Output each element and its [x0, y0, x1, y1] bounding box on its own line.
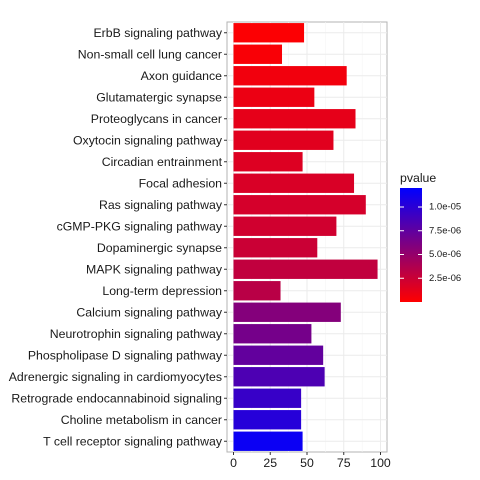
x-tick-label: 25 — [263, 456, 277, 470]
x-axis-ticks: 0 25 50 75 100 — [230, 452, 391, 470]
category-label: Axon guidance — [141, 69, 223, 83]
category-label: Proteoglycans in cancer — [91, 112, 222, 126]
x-tick-label: 50 — [300, 456, 314, 470]
bar — [234, 389, 302, 408]
category-label: Retrograde endocannabinoid signaling — [11, 391, 222, 405]
bar — [234, 303, 341, 322]
category-label: Dopaminergic synapse — [97, 241, 222, 255]
bar — [234, 260, 378, 279]
color-legend: pvalue 2.5e-06 5.0e-06 7.5e-06 1.0e-05 — [400, 171, 461, 302]
category-label: Circadian entrainment — [102, 155, 223, 169]
x-tick-label: 75 — [337, 456, 351, 470]
category-labels: ErbB signaling pathway Non-small cell lun… — [9, 26, 227, 449]
bar — [234, 66, 347, 85]
category-label: cGMP-PKG signaling pathway — [57, 219, 223, 233]
bar — [234, 23, 305, 42]
bar — [234, 238, 318, 257]
bar — [234, 109, 356, 128]
category-label: Choline metabolism in cancer — [61, 413, 222, 427]
category-label: ErbB signaling pathway — [93, 26, 222, 40]
category-label: Non-small cell lung cancer — [78, 47, 222, 61]
bar — [234, 88, 315, 107]
legend-title: pvalue — [400, 171, 436, 185]
category-label: Long-term depression — [102, 284, 222, 298]
legend-tick-label: 1.0e-05 — [429, 202, 461, 213]
bar — [234, 131, 334, 150]
category-label: Focal adhesion — [139, 176, 223, 190]
bar — [234, 195, 366, 214]
x-tick-label: 100 — [370, 456, 391, 470]
category-label: Neurotrophin signaling pathway — [50, 327, 223, 341]
legend-tick-label: 7.5e-06 — [429, 225, 461, 236]
bar — [234, 324, 312, 343]
legend-tick-label: 5.0e-06 — [429, 249, 461, 260]
category-label: Adrenergic signaling in cardiomyocytes — [9, 370, 222, 384]
category-label: Phospholipase D signaling pathway — [28, 348, 223, 362]
legend-tick-label: 2.5e-06 — [429, 273, 461, 284]
bar — [234, 367, 325, 386]
category-label: Oxytocin signaling pathway — [73, 133, 223, 147]
bar — [234, 174, 355, 193]
legend-colorbar — [400, 188, 422, 302]
bar — [234, 45, 283, 64]
bar — [234, 152, 303, 171]
bar — [234, 432, 303, 451]
bar — [234, 410, 302, 429]
category-label: MAPK signaling pathway — [86, 262, 223, 276]
category-label: T cell receptor signaling pathway — [43, 434, 223, 448]
bar — [234, 217, 337, 236]
bar — [234, 281, 281, 300]
bar — [234, 346, 324, 365]
category-label: Glutamatergic synapse — [96, 90, 222, 104]
category-label: Calcium signaling pathway — [76, 305, 222, 319]
category-label: Ras signaling pathway — [99, 198, 223, 212]
x-tick-label: 0 — [230, 456, 237, 470]
